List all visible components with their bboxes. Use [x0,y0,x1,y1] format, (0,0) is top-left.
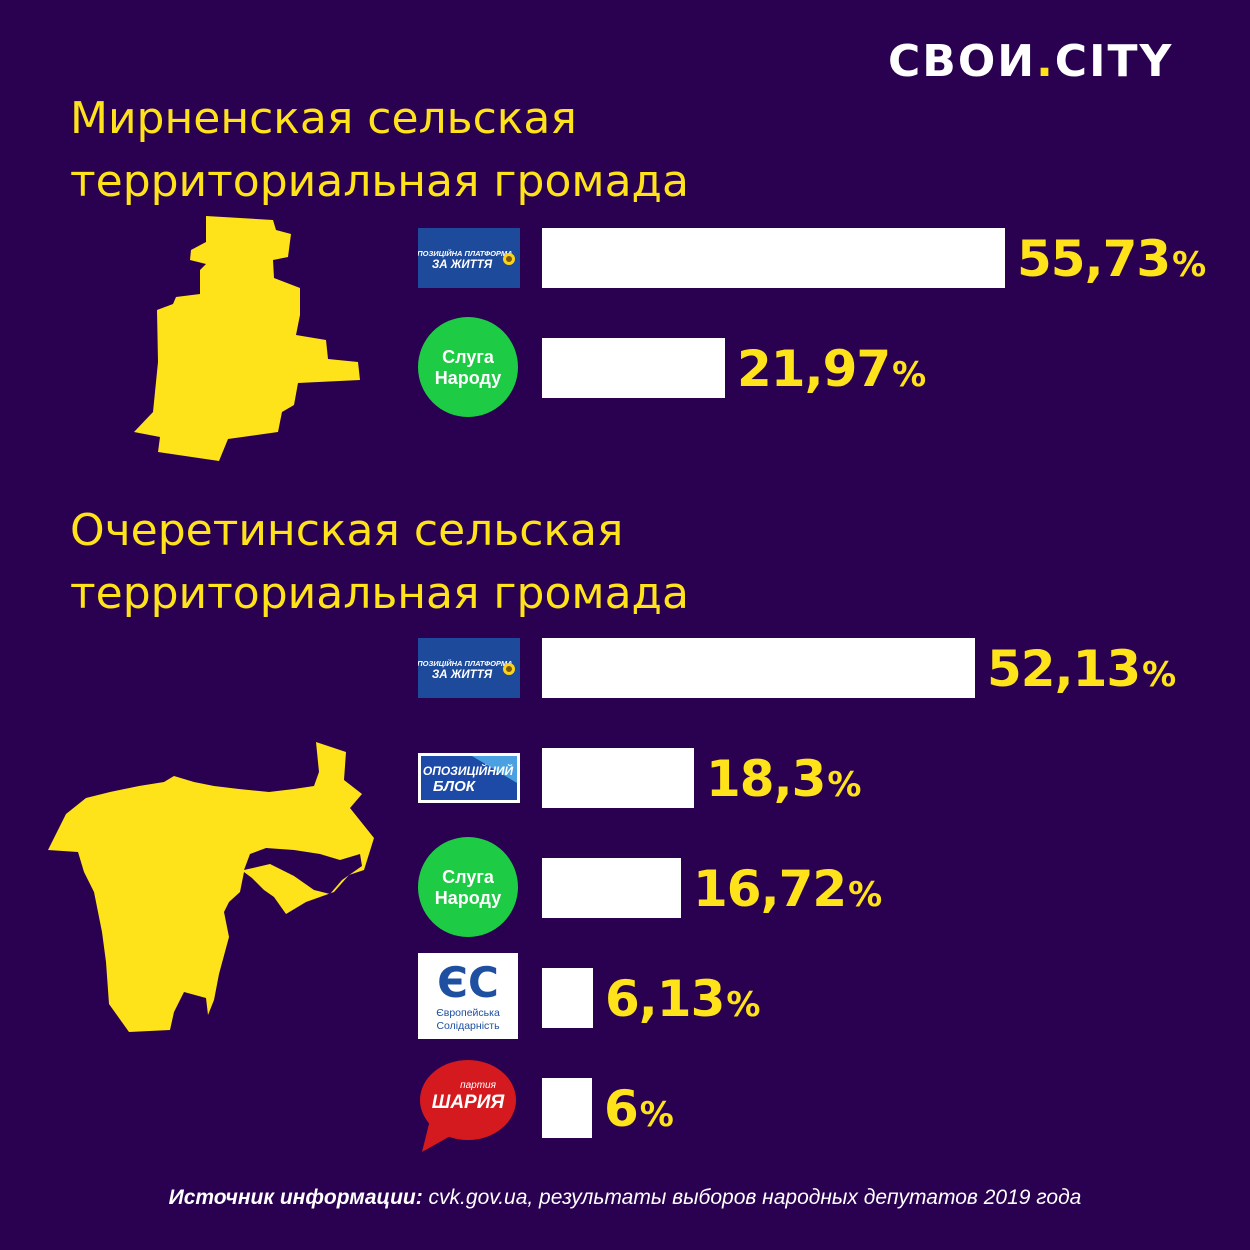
value-label: 21,97% [737,338,926,398]
value-number: 52,13 [987,640,1141,698]
opoblok-logo: ОПОЗИЦІЙНИЙ БЛОК [418,753,520,803]
sluga-narodu-logo: Слуга Народу [418,837,518,937]
svg-text:ЗА ЖИТТЯ: ЗА ЖИТТЯ [432,669,493,681]
party-logo: партия ШАРИЯ [418,1058,518,1159]
value-number: 18,3 [706,750,826,808]
party-logo: ОПОЗИЦІЙНИЙ БЛОК [418,753,520,808]
party-logo: ЄС Європейська Солідарність [418,953,518,1044]
shariy-logo: партия ШАРИЯ [420,1060,516,1152]
value-percent-sign: % [892,355,927,395]
party-logo: Слуга Народу [418,837,518,942]
svg-text:ОПОЗИЦІЙНИЙ: ОПОЗИЦІЙНИЙ [423,762,514,778]
map-mirnenska [134,216,360,461]
value-label: 16,72% [693,858,882,918]
svg-text:ЄС: ЄС [437,958,499,1007]
value-label: 52,13% [987,638,1176,698]
value-label: 55,73% [1017,228,1206,288]
value-percent-sign: % [1172,245,1207,285]
value-label: 6,13% [605,968,760,1028]
bar [542,338,725,398]
chart-row-opzzh: ОПОЗИЦІЙНА ПЛАТФОРМА ЗА ЖИТТЯ 55,73% [411,228,1238,328]
chart-row-sluga-narodu: Слуга Народу 16,72% [418,837,1238,958]
value-number: 21,97 [737,340,891,398]
value-label: 6% [604,1078,674,1138]
svg-text:Європейська: Європейська [436,1007,500,1019]
opzzh-logo: ОПОЗИЦІЙНА ПЛАТФОРМА ЗА ЖИТТЯ [411,228,520,288]
value-number: 16,72 [693,860,847,918]
chart-row-opoblok: ОПОЗИЦІЙНИЙ БЛОК 18,3% [418,748,1238,848]
value-percent-sign: % [1142,655,1177,695]
svg-text:БЛОК: БЛОК [433,778,477,795]
region-title-ocheretynska: Очеретинская сельская территориальная гр… [70,505,689,619]
value-number: 6 [604,1080,639,1138]
svg-text:партия: партия [460,1080,497,1091]
brand-logo: СВОИ.CITY [888,36,1174,87]
bar [542,638,975,698]
es-logo: ЄС Європейська Солідарність [418,953,518,1039]
bar [542,858,681,918]
svg-text:Народу: Народу [435,368,501,388]
value-percent-sign: % [848,875,883,915]
sluga-narodu-logo: Слуга Народу [418,317,518,417]
value-label: 18,3% [706,748,861,808]
svg-text:Народу: Народу [435,888,501,908]
sunflower-icon [503,663,515,675]
value-percent-sign: % [639,1095,674,1135]
svg-text:Слуга: Слуга [442,867,495,887]
svg-text:ОПОЗИЦІЙНА ПЛАТФОРМА: ОПОЗИЦІЙНА ПЛАТФОРМА [418,659,513,668]
bar [542,748,694,808]
opzzh-logo: ОПОЗИЦІЙНА ПЛАТФОРМА ЗА ЖИТТЯ [411,638,520,698]
value-percent-sign: % [827,765,862,805]
party-logo: ОПОЗИЦІЙНА ПЛАТФОРМА ЗА ЖИТТЯ [411,638,520,703]
sunflower-icon [503,253,515,265]
svg-text:ОПОЗИЦІЙНА ПЛАТФОРМА: ОПОЗИЦІЙНА ПЛАТФОРМА [418,249,513,258]
svg-text:ЗА ЖИТТЯ: ЗА ЖИТТЯ [432,259,493,271]
bar [542,968,593,1028]
svg-text:Слуга: Слуга [442,347,495,367]
chart-row-shariy: партия ШАРИЯ 6% [418,1060,1238,1178]
value-number: 6,13 [605,970,725,1028]
bar [542,228,1005,288]
party-logo: Слуга Народу [418,317,518,422]
svg-text:ШАРИЯ: ШАРИЯ [432,1092,506,1113]
value-number: 55,73 [1017,230,1171,288]
svg-text:Солідарність: Солідарність [436,1020,500,1032]
chart-row-es: ЄС Європейська Солідарність 6,13% [418,953,1238,1068]
party-logo: ОПОЗИЦІЙНА ПЛАТФОРМА ЗА ЖИТТЯ [411,228,520,293]
chart-row-sluga-narodu: Слуга Народу 21,97% [418,317,1238,438]
value-percent-sign: % [726,985,761,1025]
chart-row-opzzh: ОПОЗИЦІЙНА ПЛАТФОРМА ЗА ЖИТТЯ 52,13% [411,638,1238,738]
region-title-mirnenska: Мирненская сельская территориальная гром… [70,93,689,207]
source-note: Источник информации: cvk.gov.ua, результ… [168,1186,1082,1209]
bar [542,1078,592,1138]
map-ocheretynska [48,742,374,1032]
